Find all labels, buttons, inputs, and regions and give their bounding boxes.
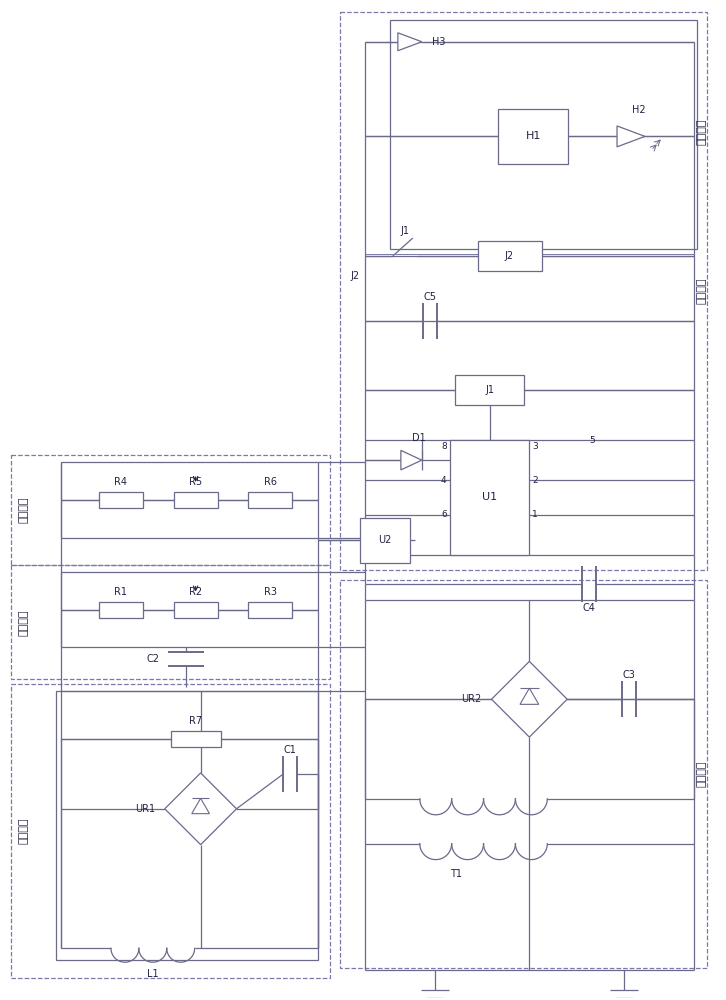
- Text: 控制模块: 控制模块: [697, 278, 706, 304]
- Bar: [454, 375, 524, 405]
- Text: 5: 5: [589, 436, 595, 445]
- Text: 信号模块: 信号模块: [18, 817, 28, 844]
- Polygon shape: [398, 33, 422, 51]
- Text: R5: R5: [189, 477, 203, 487]
- Bar: [449, 440, 529, 555]
- Text: 8: 8: [441, 442, 446, 451]
- Text: 下限模块: 下限模块: [18, 609, 28, 636]
- Bar: [478, 241, 542, 271]
- Polygon shape: [492, 661, 567, 737]
- Polygon shape: [617, 126, 645, 147]
- Text: R7: R7: [189, 716, 203, 726]
- Text: 供电模块: 供电模块: [697, 761, 706, 787]
- Bar: [340, 12, 706, 570]
- Bar: [56, 691, 318, 960]
- Text: 1: 1: [532, 510, 538, 519]
- Text: R6: R6: [264, 477, 277, 487]
- Text: 上限模块: 上限模块: [18, 497, 28, 523]
- Text: D1: D1: [412, 433, 425, 443]
- Text: U2: U2: [378, 535, 391, 545]
- Polygon shape: [165, 773, 237, 845]
- Text: C5: C5: [423, 292, 436, 302]
- Bar: [12, 565, 330, 679]
- Text: J2: J2: [351, 271, 360, 281]
- Bar: [99, 492, 143, 508]
- Text: H3: H3: [432, 37, 445, 47]
- Bar: [360, 518, 409, 563]
- Text: 报警模块: 报警模块: [697, 118, 706, 145]
- Text: C3: C3: [622, 670, 635, 680]
- Text: R4: R4: [115, 477, 128, 487]
- Text: 6: 6: [441, 510, 446, 519]
- Text: UR2: UR2: [461, 694, 481, 704]
- Bar: [390, 20, 697, 249]
- Text: T1: T1: [449, 869, 462, 879]
- Bar: [12, 455, 330, 565]
- Text: 3: 3: [532, 442, 538, 451]
- Text: R3: R3: [264, 587, 277, 597]
- Bar: [12, 684, 330, 978]
- Text: 4: 4: [441, 476, 446, 485]
- Polygon shape: [192, 798, 210, 814]
- Bar: [248, 492, 293, 508]
- Text: C2: C2: [147, 654, 160, 664]
- Text: L1: L1: [147, 969, 158, 979]
- Text: J1: J1: [485, 385, 494, 395]
- Text: R2: R2: [189, 587, 203, 597]
- Polygon shape: [401, 450, 422, 470]
- Text: H2: H2: [632, 105, 645, 115]
- Bar: [248, 602, 293, 618]
- Bar: [171, 731, 221, 747]
- Text: U1: U1: [482, 492, 497, 502]
- Text: H1: H1: [526, 131, 541, 141]
- Text: J1: J1: [400, 226, 409, 236]
- Text: UR1: UR1: [135, 804, 155, 814]
- Polygon shape: [520, 688, 539, 704]
- Text: R1: R1: [115, 587, 128, 597]
- Text: C4: C4: [583, 603, 595, 613]
- Bar: [99, 602, 143, 618]
- Bar: [174, 492, 218, 508]
- Text: C1: C1: [284, 745, 297, 755]
- Bar: [340, 580, 706, 968]
- Text: 2: 2: [532, 476, 538, 485]
- Bar: [174, 602, 218, 618]
- Text: J2: J2: [505, 251, 514, 261]
- Bar: [499, 109, 568, 164]
